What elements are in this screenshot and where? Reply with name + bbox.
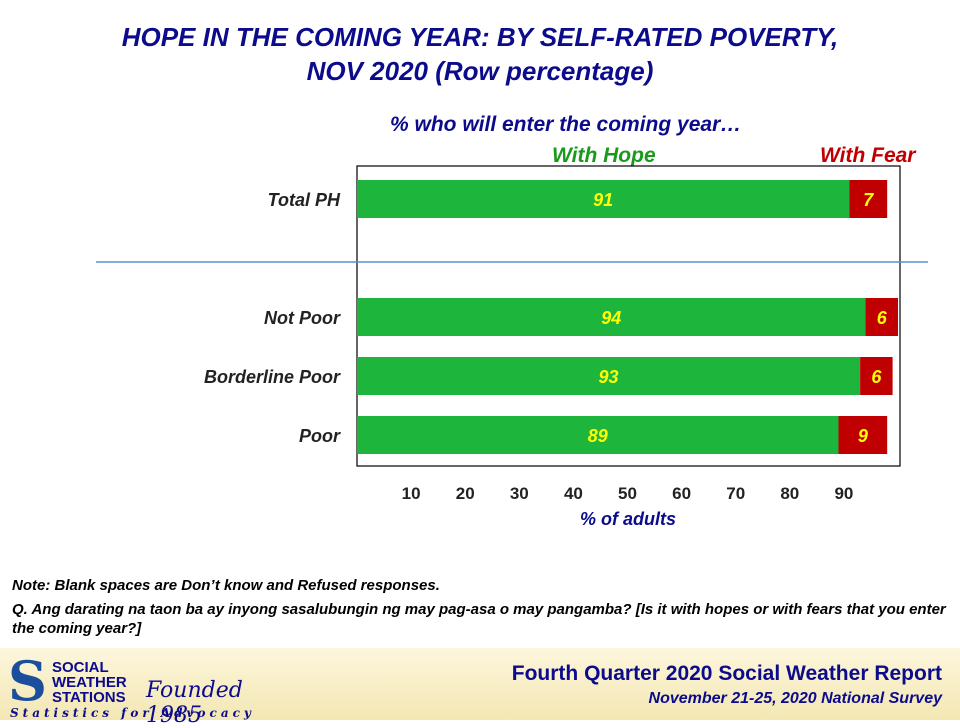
logo-line2: WEATHER bbox=[52, 674, 127, 691]
report-subtitle: November 21-25, 2020 National Survey bbox=[648, 690, 942, 707]
bar-with-hope bbox=[357, 180, 850, 218]
x-tick-label: 60 bbox=[672, 484, 691, 503]
data-label-with-hope: 89 bbox=[588, 426, 608, 446]
legend-with-fear: With Fear bbox=[820, 144, 916, 167]
bar-with-hope bbox=[357, 416, 839, 454]
logo-founded: Founded 1985 bbox=[146, 678, 243, 728]
data-label-with-hope: 93 bbox=[599, 367, 619, 387]
chart-title: HOPE IN THE COMING YEAR: BY SELF-RATED P… bbox=[0, 20, 960, 88]
sws-logo: S SOCIAL WEATHER STATIONS Founded 1985 S… bbox=[8, 649, 268, 728]
category-label: Total PH bbox=[268, 190, 341, 210]
logo-name: SOCIAL WEATHER STATIONS bbox=[52, 660, 127, 705]
data-label-with-hope: 94 bbox=[601, 308, 621, 328]
x-tick-label: 50 bbox=[618, 484, 637, 503]
report-title: Fourth Quarter 2020 Social Weather Repor… bbox=[511, 662, 942, 685]
sws-s-icon: S bbox=[8, 649, 47, 713]
chart-subtitle: % who will enter the coming year… bbox=[390, 113, 742, 136]
data-label-with-fear: 6 bbox=[871, 367, 882, 387]
logo-line1: SOCIAL bbox=[52, 659, 109, 676]
note-blank-spaces: Note: Blank spaces are Don’t know and Re… bbox=[12, 577, 440, 594]
category-label: Not Poor bbox=[264, 308, 341, 328]
bar-with-fear bbox=[865, 298, 898, 336]
data-label-with-hope: 91 bbox=[593, 190, 613, 210]
data-label-with-fear: 9 bbox=[858, 426, 868, 446]
x-axis-label: % of adults bbox=[580, 509, 676, 529]
note-question: Q. Ang darating na taon ba ay inyong sas… bbox=[12, 601, 946, 637]
chart-title-line1: HOPE IN THE COMING YEAR: BY SELF-RATED P… bbox=[121, 22, 839, 52]
bar-with-fear bbox=[860, 357, 893, 395]
bar-with-hope bbox=[357, 298, 866, 336]
x-tick-label: 70 bbox=[726, 484, 745, 503]
bar-chart: Total PH 91 7 Not Poor 94 6 Borderline Poor 93 6… bbox=[96, 165, 928, 529]
x-tick-label: 20 bbox=[456, 484, 475, 503]
data-label-with-fear: 7 bbox=[863, 190, 874, 210]
footer-banner: S SOCIAL WEATHER STATIONS Founded 1985 S… bbox=[0, 648, 960, 728]
category-label: Poor bbox=[299, 426, 341, 446]
logo-line3: STATIONS bbox=[52, 689, 126, 706]
category-label: Borderline Poor bbox=[204, 367, 341, 387]
x-tick-label: 10 bbox=[402, 484, 421, 503]
x-tick-label: 80 bbox=[780, 484, 799, 503]
logo-tagline: Statistics for Advocacy bbox=[10, 706, 255, 720]
x-tick-label: 40 bbox=[564, 484, 583, 503]
x-tick-label: 30 bbox=[510, 484, 529, 503]
bar-with-hope bbox=[357, 357, 861, 395]
chart-title-line2: NOV 2020 (Row percentage) bbox=[306, 56, 654, 86]
bar-with-fear bbox=[849, 180, 888, 218]
x-tick-label: 90 bbox=[834, 484, 853, 503]
legend-with-hope: With Hope bbox=[552, 144, 656, 167]
data-label-with-fear: 6 bbox=[877, 308, 888, 328]
bar-with-fear bbox=[838, 416, 888, 454]
